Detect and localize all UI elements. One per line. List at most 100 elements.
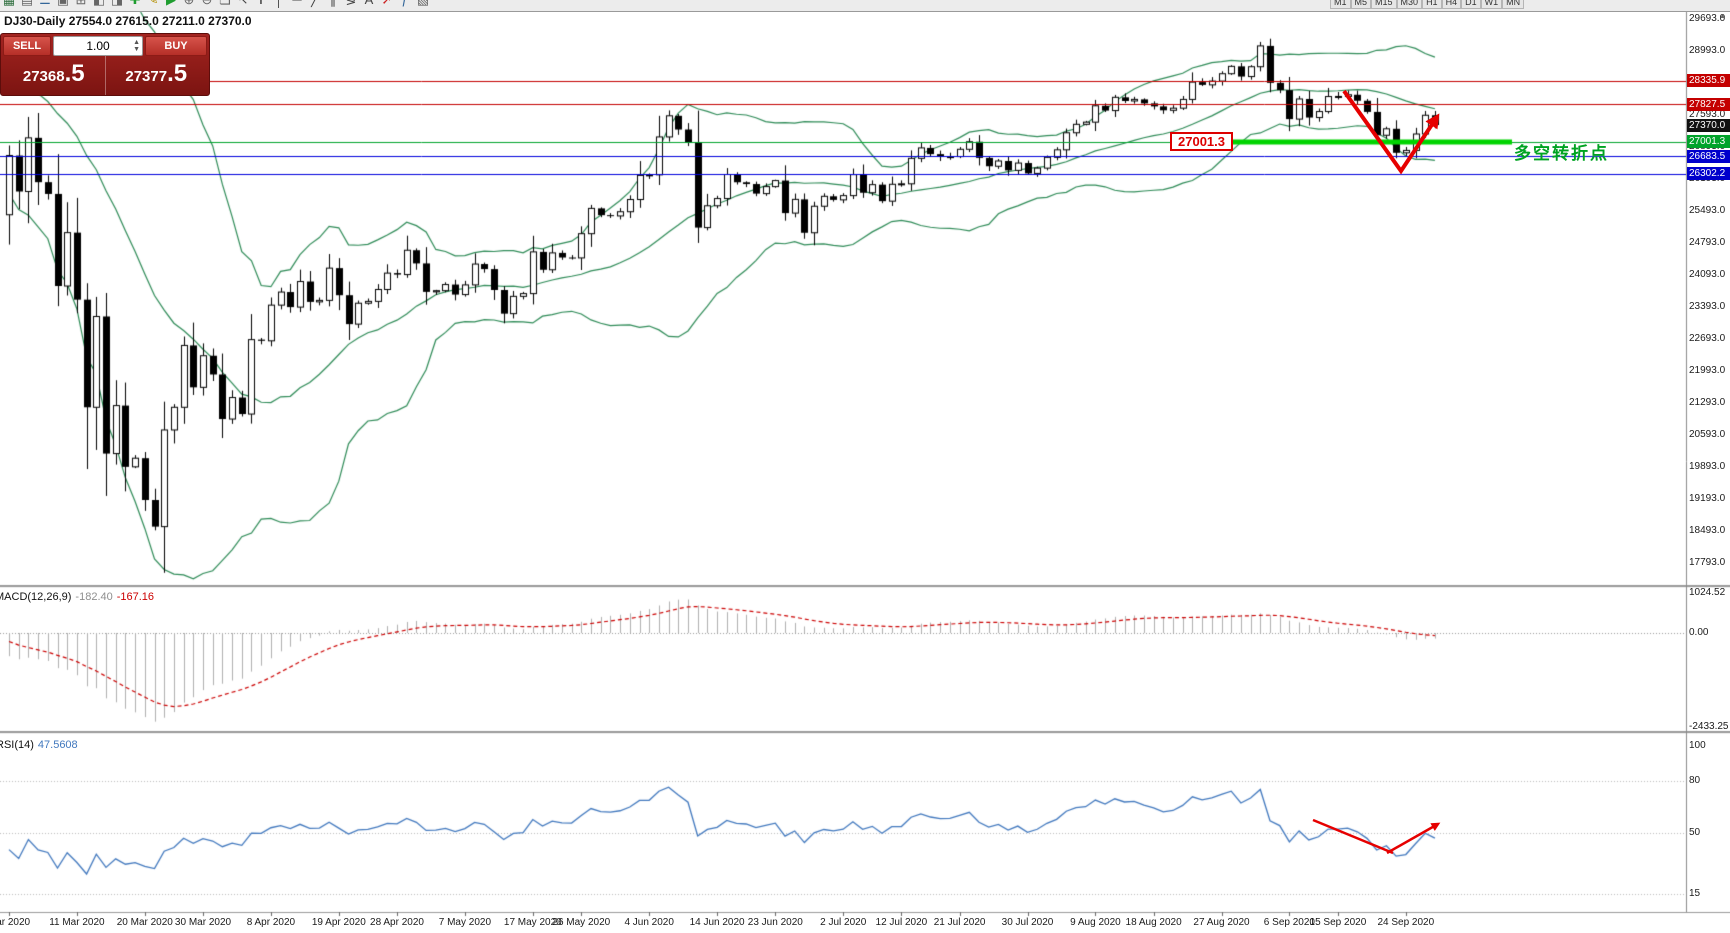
buy-price[interactable]: 27377.5 (104, 54, 208, 95)
date-axis-label: 26 May 2020 (552, 917, 611, 928)
timeframe-button-m30[interactable]: M30 (1396, 0, 1423, 9)
price-axis-label: 24093.0 (1689, 268, 1726, 280)
price-axis-label: 21993.0 (1689, 365, 1726, 376)
terminal-icon[interactable]: ◧ (90, 0, 108, 8)
price-axis-label: 28993.0 (1689, 44, 1726, 56)
date-axis-label: 15 Sep 2020 (1309, 917, 1367, 928)
date-axis-label: 6 Sep 2020 (1263, 917, 1315, 928)
chart-title: DJ30-Daily 27554.0 27615.0 27211.0 27370… (4, 14, 252, 28)
timeframe-button-m5[interactable]: M5 (1350, 0, 1372, 9)
volume-stepper[interactable]: ▲ ▼ (133, 39, 140, 53)
date-axis-label: 20 Mar 2020 (116, 917, 173, 928)
rsi-scale-label: 50 (1689, 826, 1701, 838)
text-label-icon[interactable]: A (360, 0, 378, 7)
crosshair-icon[interactable]: ✛ (252, 0, 270, 8)
timeframe-button-h4[interactable]: H4 (1441, 0, 1462, 9)
price-axis-label: 19193.0 (1689, 493, 1726, 505)
sell-button[interactable]: SELL (3, 36, 51, 56)
one-click-trade-panel: SELL 1.00 ▲ ▼ BUY 27368.5 27377.5 (0, 33, 210, 96)
date-axis-label: 28 Apr 2020 (370, 917, 424, 928)
macd-scale-label: 1024.52 (1689, 587, 1726, 599)
new-order-icon[interactable]: ✚ (126, 0, 144, 8)
timeframe-button-w1[interactable]: W1 (1480, 0, 1503, 9)
timeframe-button-mn[interactable]: MN (1502, 0, 1525, 9)
cursor-icon[interactable]: ↖ (234, 0, 252, 8)
volume-value: 1.00 (86, 39, 110, 53)
timeframe-button-m1[interactable]: M1 (1330, 0, 1351, 9)
horizontal-line-icon[interactable]: ─ (288, 0, 306, 7)
price-axis-label: 25493.0 (1689, 204, 1726, 216)
date-axis-label: Mar 2020 (0, 917, 31, 928)
price-axis-label: 24793.0 (1689, 236, 1726, 248)
macd-value-main: -182.40 (75, 591, 113, 603)
date-axis-label: 30 Jul 2020 (1001, 917, 1054, 928)
date-axis-label: 23 Jun 2020 (747, 917, 803, 928)
price-axis-label: 27593.0 (1689, 108, 1726, 120)
data-window-icon[interactable]: ▣ (54, 0, 72, 8)
macd-value-signal: -167.16 (116, 591, 155, 603)
channel-icon[interactable]: ∥ (324, 0, 342, 8)
price-axis-label: 19893.0 (1689, 461, 1726, 473)
date-axis-label: 9 Aug 2020 (1070, 917, 1121, 928)
date-axis-label: 27 Aug 2020 (1193, 917, 1250, 928)
profiles-icon[interactable]: ▤ (18, 0, 36, 8)
top-toolbar: ▦▤☰▣⊞◧◨✚✎▶⊕⊖❏↖✛│─╱∥≶A➚ƒ▧ M1M5M15M30H1H4D… (0, 0, 1730, 12)
new-chart-icon[interactable]: ▦ (0, 0, 18, 8)
timeframe-button-m15[interactable]: M15 (1371, 0, 1397, 9)
arrows-tool-icon[interactable]: ➚ (378, 0, 396, 8)
price-axis-label: 22693.0 (1689, 332, 1726, 344)
date-axis-label: 12 Jul 2020 (875, 917, 928, 928)
price-badge: 27370.0 (1687, 118, 1730, 132)
rsi-scale-label: 15 (1689, 887, 1701, 899)
zoom-out-icon[interactable]: ⊖ (198, 0, 216, 8)
price-axis-label: 29693.0 (1689, 12, 1726, 24)
date-axis-label: 24 Sep 2020 (1377, 917, 1435, 928)
volume-input[interactable]: 1.00 ▲ ▼ (53, 36, 143, 56)
price-badge: 27827.5 (1687, 97, 1730, 111)
navigator-icon[interactable]: ⊞ (72, 0, 90, 8)
date-axis-label: 8 Apr 2020 (246, 917, 296, 928)
trendline-icon[interactable]: ╱ (306, 0, 324, 8)
price-level-callout[interactable]: 27001.3 (1170, 132, 1233, 151)
price-badge: 27001.3 (1687, 135, 1730, 149)
price-badge: 28335.9 (1687, 74, 1730, 88)
timeframe-button-d1[interactable]: D1 (1461, 0, 1481, 9)
market-watch-icon[interactable]: ☰ (36, 0, 54, 8)
price-axis-label: 18493.0 (1689, 525, 1726, 537)
turning-point-note[interactable]: 多空转折点 (1514, 144, 1609, 164)
macd-scale-label: -2433.25 (1689, 721, 1729, 733)
price-axis-label: 23393.0 (1689, 300, 1726, 312)
date-axis-label: 14 Jun 2020 (689, 917, 745, 928)
date-axis-label: 30 Mar 2020 (174, 917, 232, 928)
date-axis-label: 19 Apr 2020 (311, 917, 366, 928)
macd-scale-label: 0.00 (1689, 627, 1709, 638)
rsi-name: RSI(14) (0, 739, 34, 751)
buy-button[interactable]: BUY (145, 36, 207, 56)
date-axis-label: 21 Jul 2020 (933, 917, 986, 928)
rsi-scale-label: 100 (1689, 740, 1706, 752)
volume-up-icon[interactable]: ▲ (133, 39, 140, 46)
volume-down-icon[interactable]: ▼ (133, 46, 140, 53)
price-axis-label: 21293.0 (1689, 397, 1726, 409)
toolbar-icons: ▦▤☰▣⊞◧◨✚✎▶⊕⊖❏↖✛│─╱∥≶A➚ƒ▧ (0, 0, 432, 11)
zoom-in-icon[interactable]: ⊕ (180, 0, 198, 8)
templates-icon[interactable]: ▧ (414, 0, 432, 8)
indicators-icon[interactable]: ƒ (396, 0, 414, 7)
price-scale-arrow-icon: ▲ (1719, 13, 1726, 20)
sell-price[interactable]: 27368.5 (22, 59, 85, 87)
rsi-value: 47.5608 (37, 739, 78, 751)
macd-indicator-label: MACD(12,26,9) -182.40 -167.16 (0, 591, 154, 603)
date-axis-label: 18 Aug 2020 (1125, 917, 1182, 928)
autotrading-icon[interactable]: ▶ (162, 0, 180, 8)
strategy-tester-icon[interactable]: ◨ (108, 0, 126, 8)
date-axis-label: 4 Jun 2020 (624, 917, 674, 928)
vertical-line-icon[interactable]: │ (270, 0, 288, 7)
fibonacci-icon[interactable]: ≶ (342, 0, 360, 8)
metaeditor-icon[interactable]: ✎ (144, 0, 162, 8)
price-axis-label: 20593.0 (1689, 429, 1726, 441)
rsi-scale-label: 80 (1689, 774, 1701, 786)
timeframe-button-h1[interactable]: H1 (1422, 0, 1442, 9)
tile-windows-icon[interactable]: ❏ (216, 0, 234, 8)
date-axis-label: 2 Jul 2020 (820, 917, 867, 928)
